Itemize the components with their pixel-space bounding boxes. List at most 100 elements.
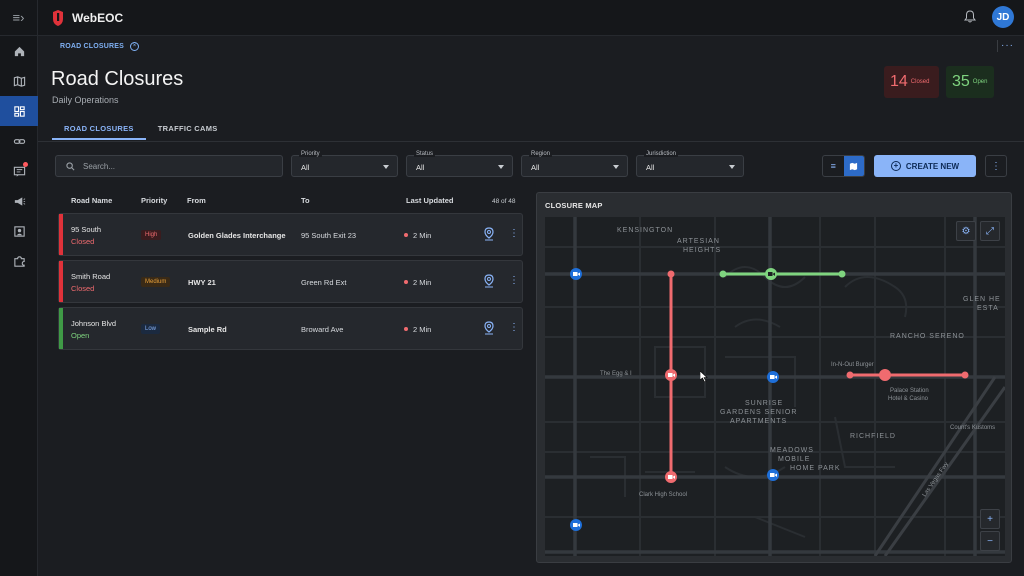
message-icon[interactable] xyxy=(0,156,38,186)
road-name: Smith Road xyxy=(71,272,111,281)
mouse-cursor-icon xyxy=(700,371,708,382)
search-field[interactable] xyxy=(55,155,283,177)
page-subtitle: Daily Operations xyxy=(52,95,119,105)
map-settings-icon[interactable]: ⚙ xyxy=(956,221,976,241)
webeoc-logo xyxy=(53,9,63,26)
priority-select[interactable]: Priority All xyxy=(291,151,398,177)
map-label: MEADOWS xyxy=(770,447,814,454)
closure-endpoint[interactable] xyxy=(719,270,727,278)
more-actions-icon[interactable]: ⋮ xyxy=(985,155,1007,177)
header-road-name[interactable]: Road Name xyxy=(71,196,113,205)
priority-badge: High xyxy=(141,230,162,240)
closed-count: 14 xyxy=(890,73,908,90)
map-label: GLEN HE xyxy=(963,296,1001,303)
status-select[interactable]: Status All xyxy=(406,151,513,177)
tab-divider xyxy=(38,141,1024,142)
map-label: GARDENS SENIOR xyxy=(720,409,797,416)
app-title: WebEOC xyxy=(72,10,124,25)
megaphone-icon[interactable] xyxy=(0,186,38,216)
closure-endpoint[interactable] xyxy=(846,371,854,379)
header-to[interactable]: To xyxy=(301,196,310,205)
chevron-down-icon xyxy=(498,165,504,169)
map-view-icon[interactable] xyxy=(843,156,864,176)
closure-endpoint[interactable] xyxy=(838,270,846,278)
contact-card-icon[interactable] xyxy=(0,216,38,246)
map-canvas: KENSINGTON ARTESIAN HEIGHTS GLEN HE ESTA… xyxy=(545,217,1005,556)
create-new-label: CREATE NEW xyxy=(905,161,960,171)
chevron-down-icon xyxy=(383,165,389,169)
locate-on-map-icon[interactable] xyxy=(483,227,495,241)
zoom-in-button[interactable]: + xyxy=(980,509,1000,529)
camera-marker-icon[interactable] xyxy=(570,519,582,531)
camera-marker-icon[interactable] xyxy=(665,369,677,381)
map-label: ESTA xyxy=(977,305,999,312)
user-avatar[interactable]: JD xyxy=(992,6,1014,28)
locate-on-map-icon[interactable] xyxy=(483,321,495,335)
open-count-badge[interactable]: 35 Open xyxy=(946,66,994,98)
header-from[interactable]: From xyxy=(187,196,206,205)
camera-marker-icon[interactable] xyxy=(665,471,677,483)
closure-map[interactable]: KENSINGTON ARTESIAN HEIGHTS GLEN HE ESTA… xyxy=(545,217,1005,556)
table-header: Road Name Priority From To Last Updated … xyxy=(58,196,522,208)
tab-road-closures[interactable]: ROAD CLOSURES xyxy=(52,118,146,140)
close-tab-icon[interactable]: × xyxy=(130,41,140,51)
map-icon[interactable] xyxy=(0,66,38,96)
row-options-icon[interactable]: ⋮ xyxy=(509,228,519,239)
region-select-value: All xyxy=(531,163,540,172)
page-title: Road Closures xyxy=(51,68,184,90)
camera-marker-icon[interactable] xyxy=(767,469,779,481)
top-bar: ≡› WebEOC JD xyxy=(0,0,1024,36)
fullscreen-icon[interactable]: ⤢ xyxy=(980,221,1000,241)
last-updated: 2 Min xyxy=(404,325,431,334)
puzzle-icon[interactable] xyxy=(0,246,38,276)
map-label: HOME PARK xyxy=(790,465,841,472)
status-select-value: All xyxy=(416,163,425,172)
camera-marker-icon[interactable] xyxy=(570,268,582,280)
closed-count-badge[interactable]: 14 Closed xyxy=(884,66,939,98)
map-label: HEIGHTS xyxy=(683,247,721,254)
priority-badge: Medium xyxy=(141,277,171,287)
map-label: RICHFIELD xyxy=(850,433,896,440)
jurisdiction-select[interactable]: Jurisdiction All xyxy=(636,151,744,177)
table-row[interactable]: Johnson Blvd Open Low Sample Rd Broward … xyxy=(58,307,523,350)
road-status: Closed xyxy=(71,237,95,246)
zoom-out-button[interactable]: − xyxy=(980,531,1000,551)
chevron-down-icon xyxy=(729,165,735,169)
last-updated: 2 Min xyxy=(404,278,431,287)
create-new-button[interactable]: + CREATE NEW xyxy=(874,155,976,177)
from-location: HWY 21 xyxy=(188,278,216,287)
status-select-label: Status xyxy=(414,151,436,157)
row-options-icon[interactable]: ⋮ xyxy=(509,322,519,333)
camera-marker-icon[interactable] xyxy=(765,268,777,280)
locate-on-map-icon[interactable] xyxy=(483,274,495,288)
jurisdiction-select-value: All xyxy=(646,163,655,172)
status-bar xyxy=(59,261,63,302)
dashboard-icon[interactable] xyxy=(0,96,38,126)
region-select[interactable]: Region All xyxy=(521,151,628,177)
header-priority[interactable]: Priority xyxy=(141,196,168,205)
list-view-icon[interactable]: ≡ xyxy=(830,161,836,171)
link-icon[interactable] xyxy=(0,126,38,156)
closure-endpoint[interactable] xyxy=(961,371,969,379)
table-row[interactable]: 95 South Closed High Golden Glades Inter… xyxy=(58,213,523,256)
closure-marker[interactable] xyxy=(879,369,891,381)
home-icon[interactable] xyxy=(0,36,38,66)
map-label: KENSINGTON xyxy=(617,227,673,234)
search-input[interactable] xyxy=(83,161,263,171)
collapse-menu-icon[interactable]: ≡› xyxy=(0,0,38,36)
status-bar xyxy=(59,308,63,349)
notifications-bell-icon[interactable] xyxy=(964,10,976,26)
map-label: RANCHO SERENO xyxy=(890,333,965,340)
main-roads xyxy=(545,217,1005,556)
map-label: SUNRISE xyxy=(745,400,783,407)
divider xyxy=(997,40,998,52)
camera-marker-icon[interactable] xyxy=(767,371,779,383)
closure-endpoint[interactable] xyxy=(667,270,675,278)
header-last-updated[interactable]: Last Updated xyxy=(406,196,454,205)
tab-traffic-cams[interactable]: TRAFFIC CAMS xyxy=(157,124,218,133)
table-row[interactable]: Smith Road Closed Medium HWY 21 Green Rd… xyxy=(58,260,523,303)
more-options-icon[interactable]: ··· xyxy=(1001,40,1014,51)
row-options-icon[interactable]: ⋮ xyxy=(509,275,519,286)
breadcrumb[interactable]: ROAD CLOSURES xyxy=(60,42,125,50)
priority-badge: Low xyxy=(141,324,161,334)
